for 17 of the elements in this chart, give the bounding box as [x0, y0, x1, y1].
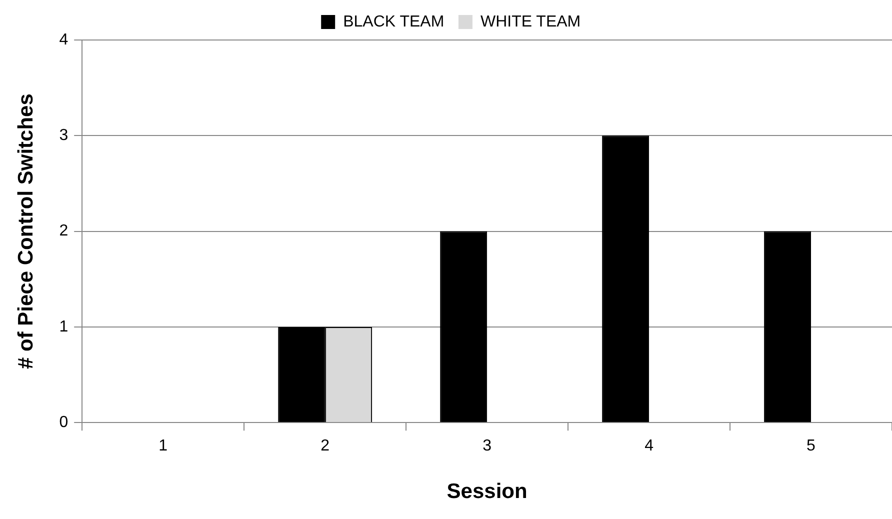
y-axis-title: # of Piece Control Switches	[14, 94, 38, 370]
x-tick-label: 4	[644, 438, 654, 455]
y-tick-label: 3	[59, 127, 68, 144]
bar	[602, 136, 650, 422]
x-tick-label: 1	[158, 438, 168, 455]
legend-label: WHITE TEAM	[480, 13, 581, 30]
y-tick-label: 2	[59, 222, 68, 240]
y-tick-label: 1	[59, 318, 68, 336]
y-tick-label: 4	[59, 31, 68, 48]
x-tick-label: 5	[806, 438, 816, 455]
legend-label: BLACK TEAM	[343, 13, 444, 30]
x-tick-label: 3	[482, 438, 492, 455]
x-tick-label: 2	[320, 438, 330, 455]
x-axis-title: Session	[446, 480, 528, 504]
y-tick-label: 0	[59, 414, 68, 432]
bar	[440, 231, 488, 422]
bar	[764, 231, 812, 422]
